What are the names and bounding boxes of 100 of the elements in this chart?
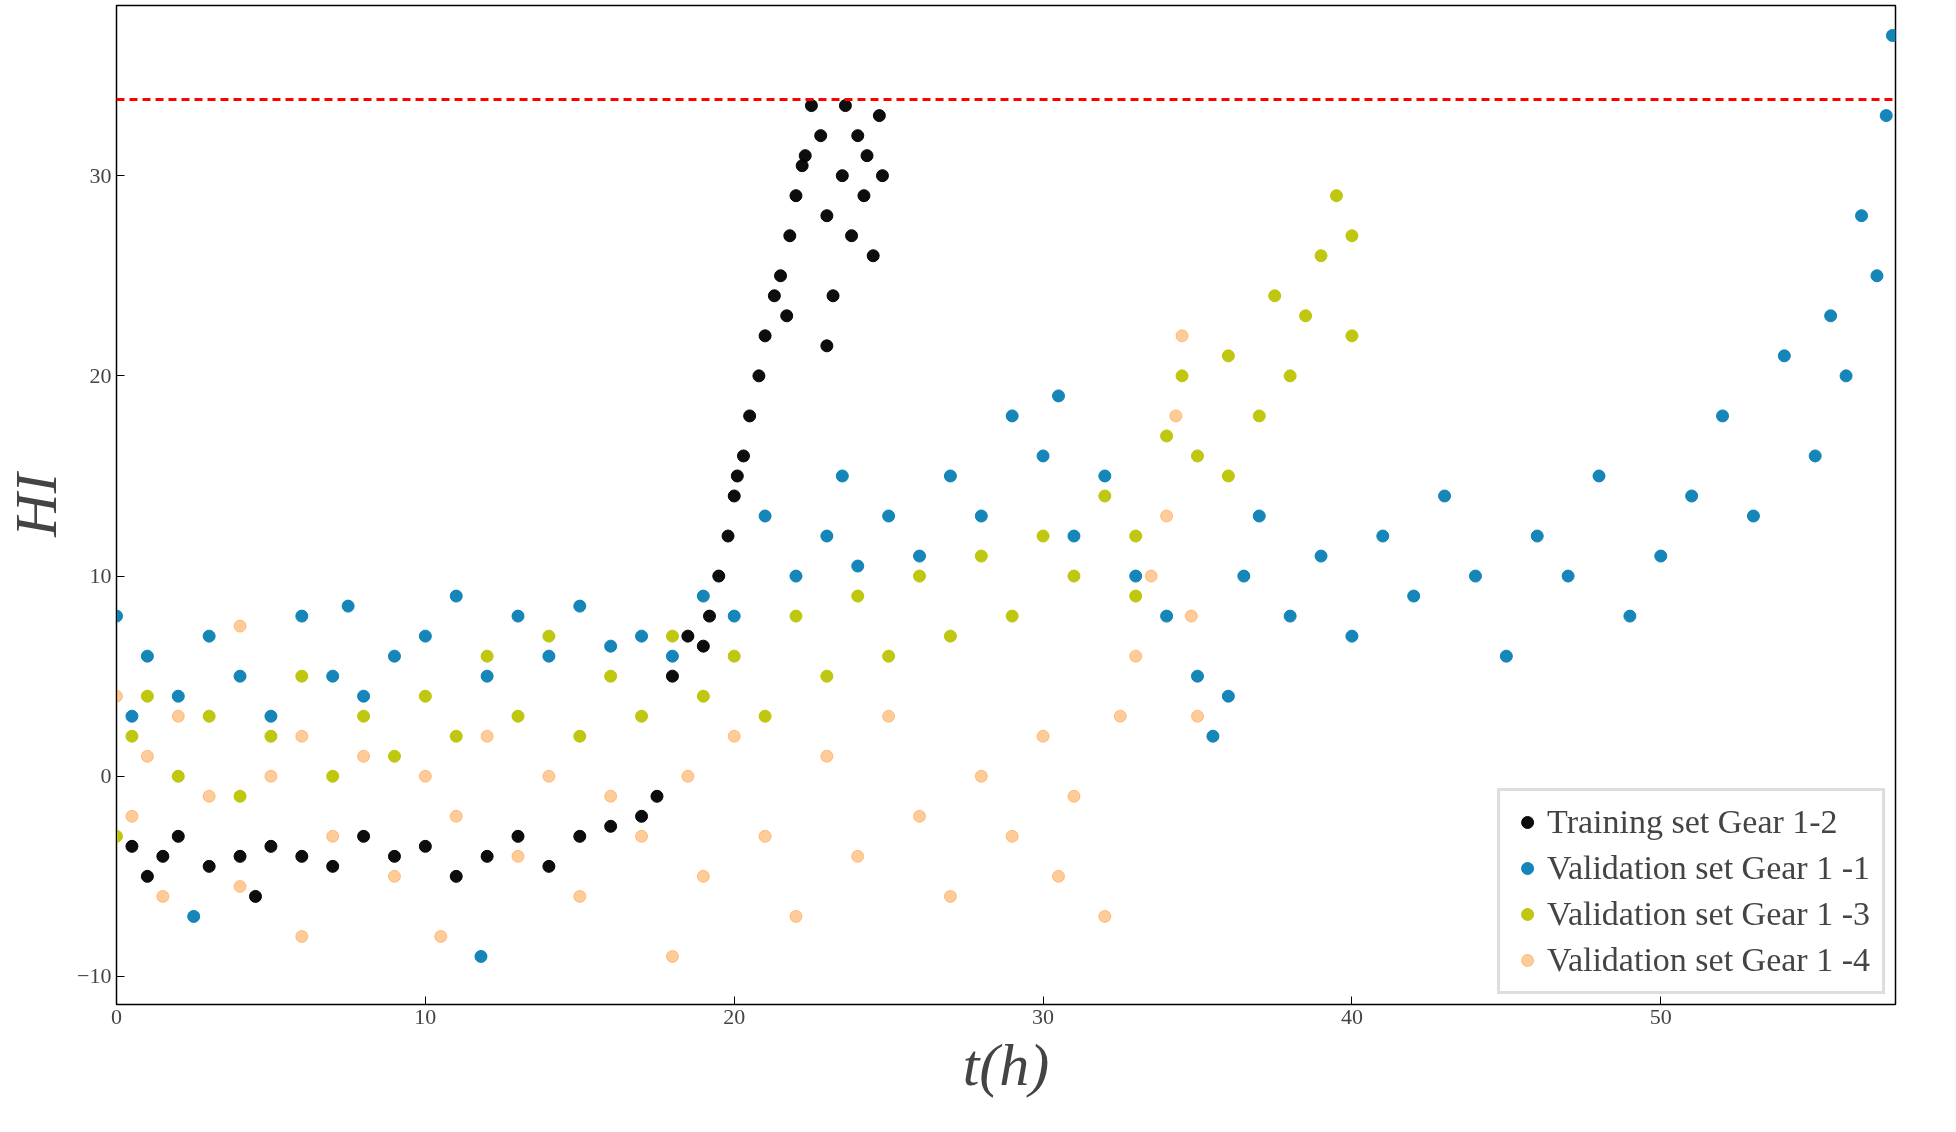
point <box>480 729 494 743</box>
point <box>872 109 886 123</box>
point <box>752 369 766 383</box>
point <box>875 169 889 183</box>
point <box>650 789 664 803</box>
point <box>264 839 278 853</box>
y-tick-label: 10 <box>89 563 112 589</box>
point <box>820 339 834 353</box>
point <box>542 769 556 783</box>
point <box>1329 189 1343 203</box>
point <box>1345 229 1359 243</box>
point <box>1190 449 1204 463</box>
point <box>449 869 463 883</box>
point <box>357 749 371 763</box>
point <box>357 709 371 723</box>
point <box>974 549 988 563</box>
point <box>1345 329 1359 343</box>
point <box>913 809 927 823</box>
point <box>573 729 587 743</box>
x-tick-label: 10 <box>414 1003 437 1029</box>
point <box>721 529 735 543</box>
point <box>1098 909 1112 923</box>
point <box>783 229 797 243</box>
point <box>125 839 139 853</box>
point <box>1169 409 1183 423</box>
point <box>140 689 154 703</box>
x-tick-label: 40 <box>1340 1003 1363 1029</box>
y-tick-label: −10 <box>77 963 112 989</box>
point <box>882 649 896 663</box>
point <box>418 839 432 853</box>
point <box>573 889 587 903</box>
point <box>703 609 716 623</box>
point <box>758 709 772 723</box>
point <box>696 869 710 883</box>
point <box>434 929 448 943</box>
point <box>326 769 340 783</box>
point <box>758 829 772 843</box>
point <box>480 649 494 663</box>
point <box>943 629 957 643</box>
point <box>845 229 859 243</box>
point <box>866 249 880 263</box>
point <box>681 629 695 643</box>
point <box>1129 529 1143 543</box>
point <box>882 709 896 723</box>
point <box>604 819 618 833</box>
point <box>665 949 679 963</box>
point <box>727 489 741 503</box>
point <box>125 729 139 743</box>
point <box>480 849 494 863</box>
point <box>604 669 618 683</box>
point <box>1067 789 1081 803</box>
point <box>511 829 525 843</box>
point <box>820 669 834 683</box>
point <box>326 829 340 843</box>
legend-label: Validation set Gear 1 -3 <box>1547 895 1870 933</box>
point <box>974 769 988 783</box>
point <box>857 189 871 203</box>
point <box>1144 569 1158 583</box>
x-tick-label: 20 <box>723 1003 746 1029</box>
point <box>140 749 154 763</box>
point <box>1221 469 1235 483</box>
point <box>171 829 185 843</box>
point <box>511 709 525 723</box>
point <box>171 709 185 723</box>
point <box>573 829 587 843</box>
point <box>913 569 927 583</box>
point <box>449 809 463 823</box>
point <box>820 209 834 223</box>
point <box>789 609 803 623</box>
point <box>511 849 525 863</box>
point <box>387 749 401 763</box>
y-tick-label: 30 <box>89 162 112 188</box>
point <box>795 159 809 173</box>
point <box>264 769 278 783</box>
point <box>789 909 803 923</box>
point <box>140 869 154 883</box>
point <box>1036 529 1050 543</box>
point <box>1268 289 1282 303</box>
point <box>202 789 216 803</box>
point <box>851 849 865 863</box>
point <box>326 859 340 873</box>
point <box>1175 329 1189 343</box>
point <box>233 789 247 803</box>
point <box>542 859 556 873</box>
point <box>202 709 216 723</box>
point <box>295 929 309 943</box>
point <box>233 849 247 863</box>
point <box>814 129 828 143</box>
point <box>418 689 432 703</box>
point <box>835 169 849 183</box>
point <box>156 849 170 863</box>
point <box>826 289 840 303</box>
point <box>295 729 309 743</box>
point <box>1005 609 1019 623</box>
legend-label: Validation set Gear 1 -4 <box>1547 941 1870 979</box>
point <box>635 829 649 843</box>
point <box>1160 509 1174 523</box>
point <box>838 99 852 113</box>
point <box>774 269 788 283</box>
y-tick-label: 0 <box>100 763 112 789</box>
